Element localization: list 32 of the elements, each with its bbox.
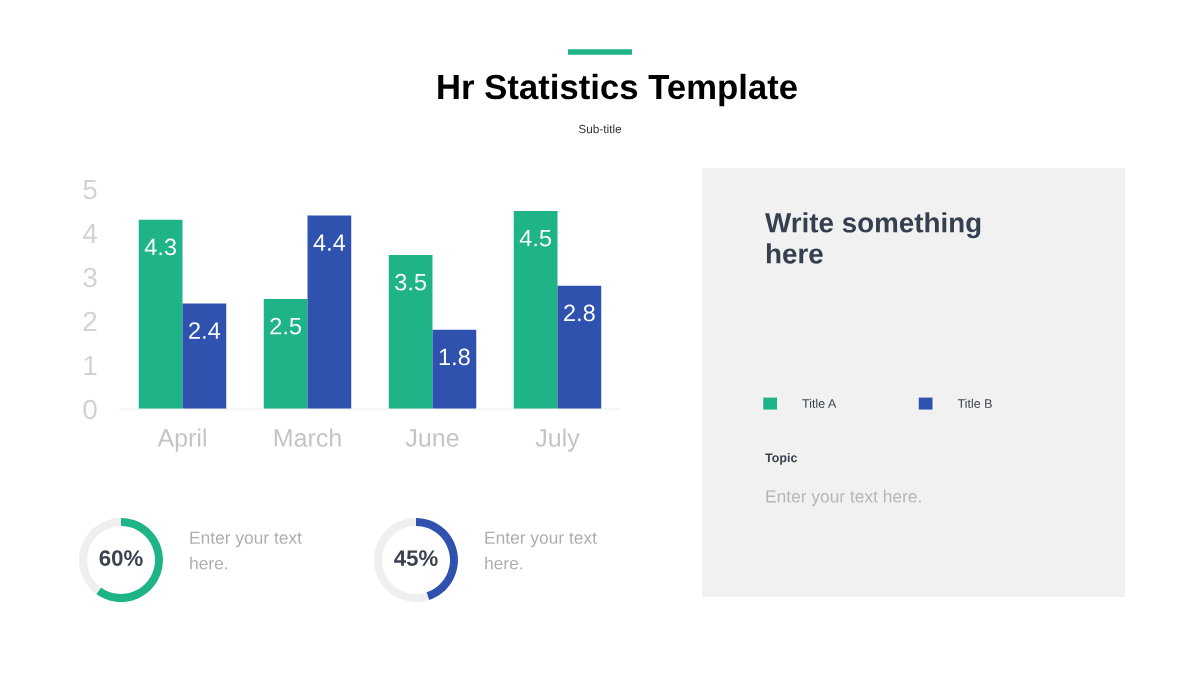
data-label: 2.4 — [189, 322, 221, 339]
text: Topic — [765, 453, 798, 465]
text: Enter your text here. — [190, 531, 302, 570]
bar — [513, 211, 558, 409]
chart-title: Hr Statistics Template — [438, 73, 797, 107]
data-label: 4.5 — [519, 230, 552, 247]
x-tick-label: June — [405, 429, 459, 447]
text: Enter your text here. — [485, 531, 597, 570]
bar — [307, 215, 352, 409]
data-label: 4.4 — [313, 234, 346, 251]
data-label: 2.8 — [564, 304, 595, 322]
bar — [557, 285, 602, 409]
bar — [432, 329, 477, 409]
donut-slice — [96, 518, 163, 602]
x-tick-label: March — [274, 428, 341, 447]
x-tick-label: April — [157, 428, 206, 452]
bar — [388, 255, 433, 409]
bar — [138, 219, 183, 409]
data-label: 2.5 — [270, 317, 302, 335]
text: Enter your text here. — [766, 489, 921, 506]
chart-subtitle: Sub-title — [578, 124, 622, 134]
data-label: 45% — [394, 550, 438, 566]
bar — [263, 299, 308, 409]
data-label: 3.5 — [395, 273, 427, 291]
legend-label: Title B — [957, 398, 992, 408]
x-tick-label: July — [535, 428, 580, 452]
bar — [182, 303, 227, 409]
data-label: 60% — [99, 550, 143, 566]
data-label: 4.3 — [144, 238, 176, 256]
data-label: 1.8 — [439, 348, 470, 366]
legend-label: Title A — [802, 398, 837, 408]
text: Write something here — [765, 212, 981, 264]
